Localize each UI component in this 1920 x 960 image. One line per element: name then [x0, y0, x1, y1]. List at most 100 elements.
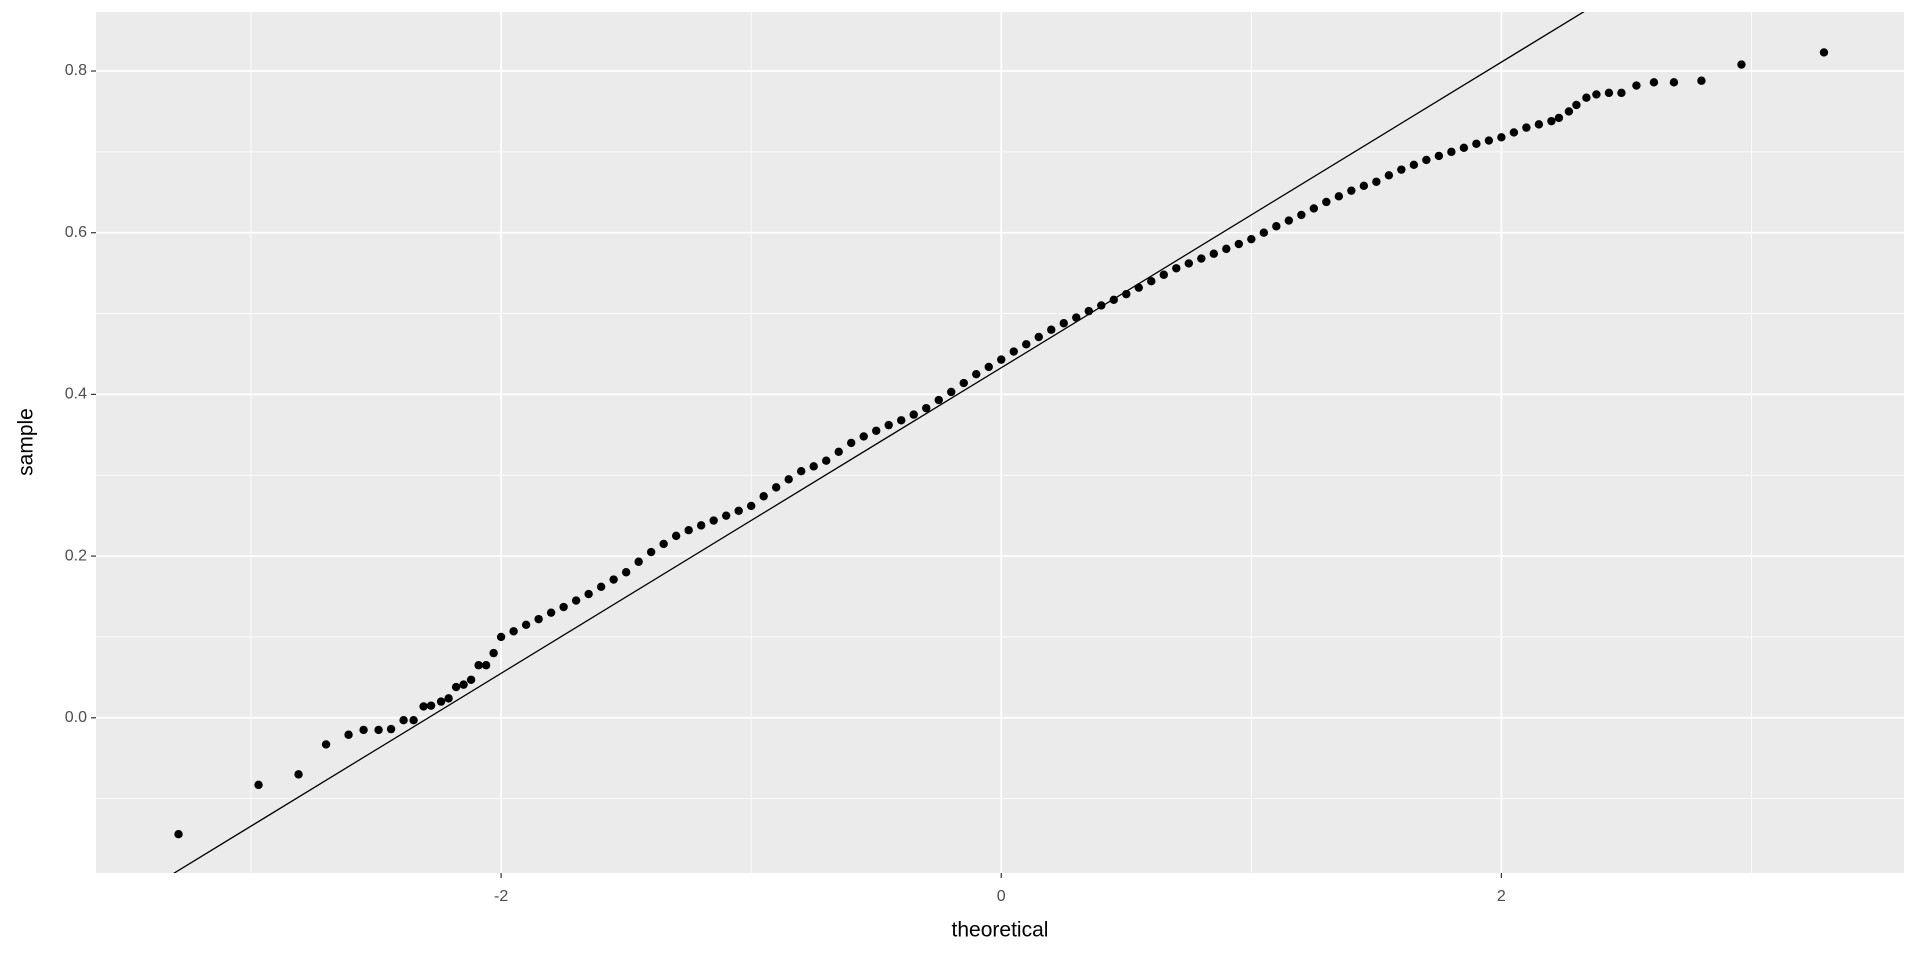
data-point	[1697, 76, 1706, 85]
data-point	[1497, 133, 1506, 142]
data-point	[1122, 289, 1131, 299]
data-point	[684, 526, 693, 535]
data-point	[559, 602, 568, 612]
data-point	[1359, 181, 1369, 191]
data-point	[1737, 60, 1746, 69]
data-point	[646, 547, 656, 557]
data-point	[426, 701, 436, 710]
data-point	[1259, 228, 1269, 237]
data-point	[1582, 93, 1591, 102]
data-point	[1547, 116, 1556, 126]
reference-line	[173, 12, 1585, 873]
data-point	[1534, 120, 1544, 129]
data-point	[1409, 160, 1419, 169]
data-point	[1447, 147, 1456, 157]
data-point	[466, 675, 476, 684]
data-point	[321, 740, 331, 749]
data-point	[436, 697, 446, 706]
data-point	[1422, 155, 1431, 165]
data-point	[1347, 186, 1356, 195]
data-point	[444, 694, 453, 703]
data-point	[659, 539, 668, 549]
data-point	[1484, 136, 1494, 145]
data-point	[997, 355, 1006, 364]
data-point	[481, 661, 491, 670]
data-point	[1459, 143, 1469, 153]
data-point	[521, 620, 531, 630]
data-point	[759, 492, 768, 501]
data-point	[746, 501, 756, 511]
data-point	[1309, 204, 1319, 213]
data-point	[1572, 100, 1581, 110]
data-point	[784, 475, 793, 484]
data-point	[872, 426, 881, 435]
data-point	[374, 725, 383, 735]
data-point	[1564, 107, 1574, 116]
data-point	[1084, 306, 1093, 316]
x-tick-label: 0	[997, 888, 1006, 905]
x-tick-label: -2	[494, 888, 508, 905]
data-point	[509, 627, 518, 636]
data-point	[847, 438, 856, 448]
data-point	[1334, 192, 1344, 201]
data-point	[1509, 128, 1519, 137]
y-tick-label: 0.6	[65, 224, 87, 241]
data-point	[1184, 259, 1194, 268]
data-point	[386, 724, 396, 734]
data-point	[1059, 319, 1068, 328]
data-point	[809, 462, 818, 471]
data-point	[174, 829, 183, 839]
data-point	[984, 362, 993, 372]
data-point	[959, 378, 968, 388]
data-point	[1284, 216, 1294, 225]
data-point	[1297, 210, 1306, 220]
data-point	[451, 682, 461, 692]
data-point	[1009, 347, 1018, 356]
data-point	[546, 608, 556, 617]
data-point	[1147, 277, 1156, 286]
data-point	[634, 557, 643, 566]
data-point	[344, 730, 353, 739]
data-point	[419, 702, 428, 711]
y-axis-title: sample	[15, 408, 38, 476]
data-point	[1109, 295, 1118, 305]
data-point	[934, 395, 943, 405]
data-point	[254, 780, 263, 790]
data-point	[459, 680, 468, 689]
data-point	[859, 432, 868, 441]
data-point	[1592, 90, 1601, 99]
data-point	[1472, 139, 1481, 148]
data-point	[1384, 171, 1394, 180]
data-point	[709, 516, 718, 525]
data-point	[1397, 165, 1406, 174]
data-point	[1034, 332, 1043, 342]
y-tick-label: 0.2	[65, 547, 87, 564]
data-point	[1047, 325, 1056, 334]
data-point	[474, 661, 483, 670]
data-point	[1247, 234, 1256, 244]
data-point	[1522, 123, 1531, 132]
data-point	[359, 725, 368, 735]
data-point	[1097, 301, 1106, 310]
x-tick-label: 2	[1497, 888, 1506, 905]
data-point	[897, 416, 906, 425]
data-point	[496, 632, 506, 642]
data-point	[1632, 81, 1641, 90]
data-point	[596, 582, 606, 592]
data-point	[884, 420, 893, 430]
data-point	[489, 648, 498, 658]
data-point	[1322, 197, 1331, 207]
data-point	[834, 447, 843, 456]
data-point	[584, 589, 593, 599]
data-point	[671, 531, 681, 541]
data-point	[1819, 48, 1829, 57]
data-point	[621, 568, 631, 577]
data-point	[1554, 113, 1564, 123]
data-point	[534, 614, 543, 624]
data-point	[1072, 313, 1081, 322]
data-point	[1159, 270, 1168, 279]
data-point	[1209, 249, 1219, 258]
data-point	[1222, 244, 1231, 254]
x-axis-title: theoretical	[952, 919, 1049, 942]
